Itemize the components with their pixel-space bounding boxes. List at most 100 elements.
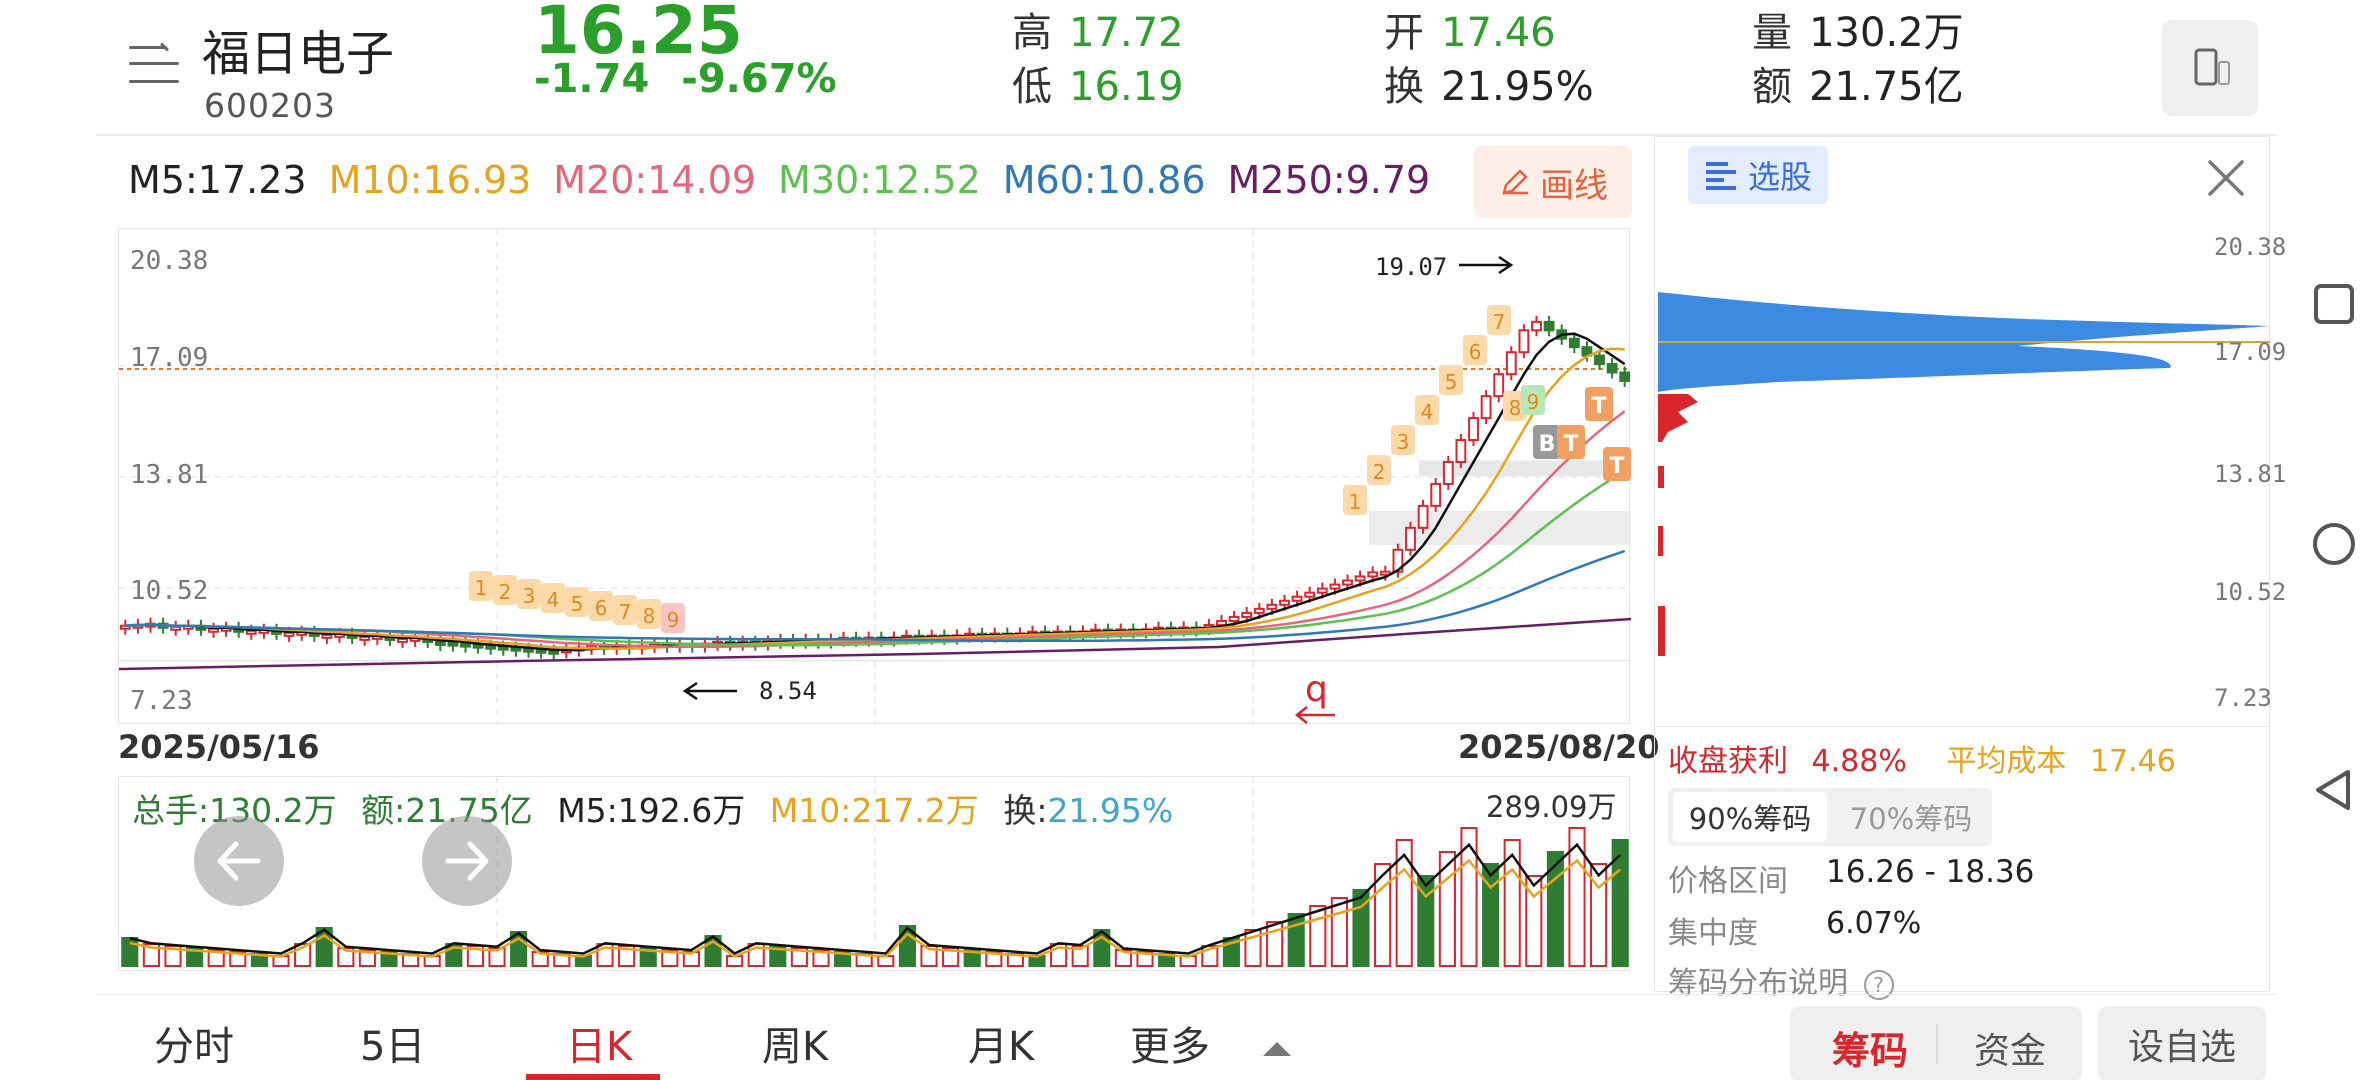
- volume-bar: [661, 949, 679, 967]
- vol-turn-label: 换:: [1003, 791, 1048, 830]
- volume-bar: [380, 951, 398, 967]
- screen-rotate-button[interactable]: [2162, 20, 2258, 116]
- concentration-value: 6.07%: [1826, 906, 1922, 941]
- chip-chart[interactable]: [1658, 226, 2270, 726]
- turnover-stat: 换 21.95%: [1384, 54, 1594, 112]
- y-tick-3: 13.81: [130, 460, 209, 490]
- phone-rotate-icon: [2194, 48, 2230, 86]
- td-count-left-bg: [613, 595, 637, 625]
- draw-line-button[interactable]: 画线: [1474, 146, 1632, 218]
- q-marker: q: [1305, 669, 1328, 710]
- candle: [1379, 570, 1391, 576]
- td-count-left-bg: [661, 603, 685, 633]
- td-count-right-bg: [1439, 365, 1463, 395]
- candle: [1442, 460, 1454, 485]
- td-count-left: 4: [547, 588, 560, 612]
- funds-button[interactable]: 资金: [1974, 1031, 2047, 1072]
- volume-bar: [985, 951, 1003, 967]
- help-icon: ?: [1863, 969, 1894, 1000]
- signal-marker-bg: [1533, 425, 1561, 459]
- scroll-right-button[interactable]: [422, 816, 512, 906]
- tab-90-chips[interactable]: 90%筹码: [1673, 792, 1827, 842]
- volume-max: 289.09万: [1486, 790, 1617, 824]
- amount-label: 额: [1752, 64, 1792, 110]
- volume-chart[interactable]: [118, 776, 1630, 972]
- active-tab-indicator: [526, 1074, 660, 1080]
- chip-range-tabs: 90%筹码 70%筹码: [1668, 788, 1992, 846]
- td-count-right: 7: [1493, 310, 1506, 334]
- volume-bar: [1287, 913, 1305, 967]
- high-label: 高: [1012, 10, 1052, 56]
- scroll-left-button[interactable]: [194, 816, 284, 906]
- tab-70-chips[interactable]: 70%筹码: [1849, 802, 1973, 836]
- signal-marker: B: [1539, 432, 1556, 457]
- start-date: 2025/05/16: [118, 728, 320, 766]
- tab-more[interactable]: 更多: [1130, 1014, 1291, 1072]
- recent-apps-button[interactable]: [2304, 274, 2364, 334]
- candle: [359, 635, 371, 641]
- low-value: 16.19: [1069, 64, 1184, 110]
- candle: [1266, 603, 1278, 610]
- volume-bar: [358, 949, 376, 967]
- back-button[interactable]: [2304, 760, 2364, 820]
- volume-bar: [1525, 875, 1543, 967]
- menu-icon[interactable]: [125, 42, 181, 88]
- y-tick-1: 20.38: [130, 246, 209, 276]
- candle: [1216, 620, 1227, 627]
- low-stat: 低 16.19: [1012, 54, 1184, 112]
- td-count-right-bg: [1343, 485, 1367, 515]
- td-count-right-bg: [1415, 395, 1439, 425]
- low-arrow: [682, 681, 737, 701]
- add-watchlist-button[interactable]: 设自选: [2098, 1006, 2266, 1080]
- td-count-right: 5: [1445, 370, 1458, 394]
- chip-explain-link[interactable]: 筹码分布说明 ?: [1668, 958, 1894, 1002]
- volume-value: 130.2万: [1809, 10, 1964, 56]
- high-note: 19.07: [1375, 253, 1447, 281]
- list-icon: [1705, 162, 1736, 190]
- volume-bar: [963, 949, 981, 967]
- candle: [1417, 504, 1429, 529]
- chip-y-tick-5: 7.23: [2214, 684, 2272, 712]
- tab-5day[interactable]: 5日: [360, 1024, 426, 1070]
- amount-value: 21.75亿: [1809, 64, 1964, 110]
- td-count-right-bg: [1367, 455, 1391, 485]
- stock-picker-button[interactable]: 选股: [1688, 146, 1828, 204]
- td-count-tail-bg: [1521, 385, 1545, 415]
- tab-daily-k[interactable]: 日K: [566, 1024, 633, 1070]
- td-count-left-bg: [517, 579, 541, 609]
- y-tick-4: 10.52: [130, 576, 209, 606]
- candle: [397, 637, 408, 643]
- open-label: 开: [1384, 10, 1424, 56]
- close-panel-button[interactable]: [2200, 152, 2252, 204]
- chip-y-tick-2: 17.09: [2214, 338, 2287, 366]
- circle-icon: [2313, 523, 2355, 565]
- chips-funds-toggle: 筹码 资金: [1790, 1006, 2082, 1080]
- tab-intraday[interactable]: 分时: [154, 1024, 234, 1070]
- home-button[interactable]: [2304, 514, 2364, 574]
- volume-bar: [812, 949, 830, 967]
- candle: [434, 640, 446, 646]
- ma-legend-item: M250:9.79: [1227, 158, 1431, 202]
- stock-picker-label: 选股: [1747, 158, 1812, 196]
- td-count-left-bg: [469, 571, 493, 601]
- candle: [1468, 417, 1479, 442]
- candle: [1253, 607, 1265, 614]
- caret-up-icon: [1262, 1042, 1291, 1056]
- candle: [548, 649, 560, 655]
- chips-button[interactable]: 筹码: [1832, 1029, 1909, 1073]
- tab-weekly-k[interactable]: 周K: [762, 1024, 829, 1070]
- candle: [245, 629, 257, 635]
- signal-marker-bg: [1603, 447, 1631, 481]
- td-count-left-bg: [493, 575, 517, 605]
- candle: [321, 633, 333, 639]
- tab-monthly-k[interactable]: 月K: [968, 1024, 1035, 1070]
- td-count-right: 1: [1349, 490, 1362, 514]
- td-count-left: 1: [475, 576, 488, 600]
- candle: [1316, 587, 1328, 594]
- kline-chart[interactable]: 1 2 3 4 5 6 7 8 9 1 2 3 4 5 6 7 8 9 B T T T 19.07 8.54 q: [118, 228, 1632, 725]
- amount-stat: 额 21.75亿: [1752, 54, 1964, 112]
- td-count-left-bg: [565, 587, 589, 617]
- td-count-left: 2: [499, 580, 512, 604]
- close-icon: [2208, 160, 2244, 196]
- signal-marker: T: [1591, 394, 1606, 419]
